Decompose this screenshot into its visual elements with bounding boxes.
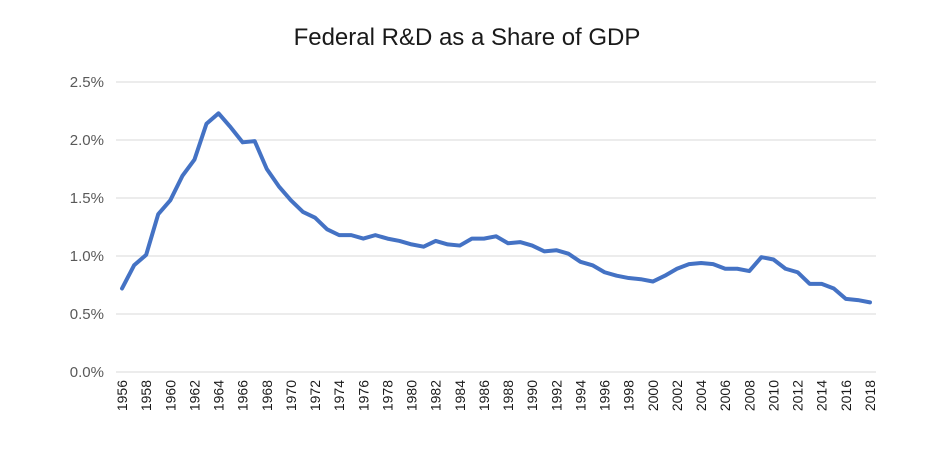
x-tick-label: 2004 [693,380,709,411]
x-tick-label: 1960 [162,380,178,411]
y-tick-label: 1.0% [70,248,104,265]
x-tick-label: 2016 [838,380,854,411]
x-tick-label: 1992 [548,380,564,411]
x-tick-label: 2006 [717,380,733,411]
x-tick-label: 1968 [259,380,275,411]
x-tick-label: 2008 [741,380,757,411]
y-tick-label: 0.0% [70,364,104,381]
x-tick-label: 1970 [283,380,299,411]
x-tick-label: 2010 [765,380,781,411]
chart-title: Federal R&D as a Share of GDP [293,24,641,51]
x-tick-label: 1978 [379,380,395,411]
x-tick-label: 1962 [186,380,202,411]
x-tick-label: 1986 [476,380,492,411]
x-tick-label: 1974 [331,380,347,411]
x-tick-label: 1994 [572,380,588,411]
x-tick-label: 1990 [524,380,540,411]
x-tick-label: 1972 [307,380,323,411]
x-tick-label: 1980 [404,380,420,411]
x-tick-label: 1976 [355,380,371,411]
x-tick-label: 2018 [862,380,878,411]
x-tick-label: 1984 [452,380,468,411]
x-tick-label: 2000 [645,380,661,411]
x-tick-label: 1956 [114,380,130,411]
x-tick-label: 1998 [621,380,637,411]
y-tick-label: 2.0% [70,132,104,149]
y-tick-label: 0.5% [70,306,104,323]
x-tick-label: 1996 [597,380,613,411]
y-tick-label: 2.5% [70,74,104,91]
x-tick-label: 1966 [235,380,251,411]
x-tick-label: 1964 [211,380,227,411]
x-tick-label: 2002 [669,380,685,411]
x-tick-label: 1982 [428,380,444,411]
x-tick-label: 2014 [814,380,830,411]
x-tick-label: 1988 [500,380,516,411]
x-tick-label: 1958 [138,380,154,411]
y-tick-label: 1.5% [70,190,104,207]
x-tick-label: 2012 [790,380,806,411]
series-line [120,111,872,305]
